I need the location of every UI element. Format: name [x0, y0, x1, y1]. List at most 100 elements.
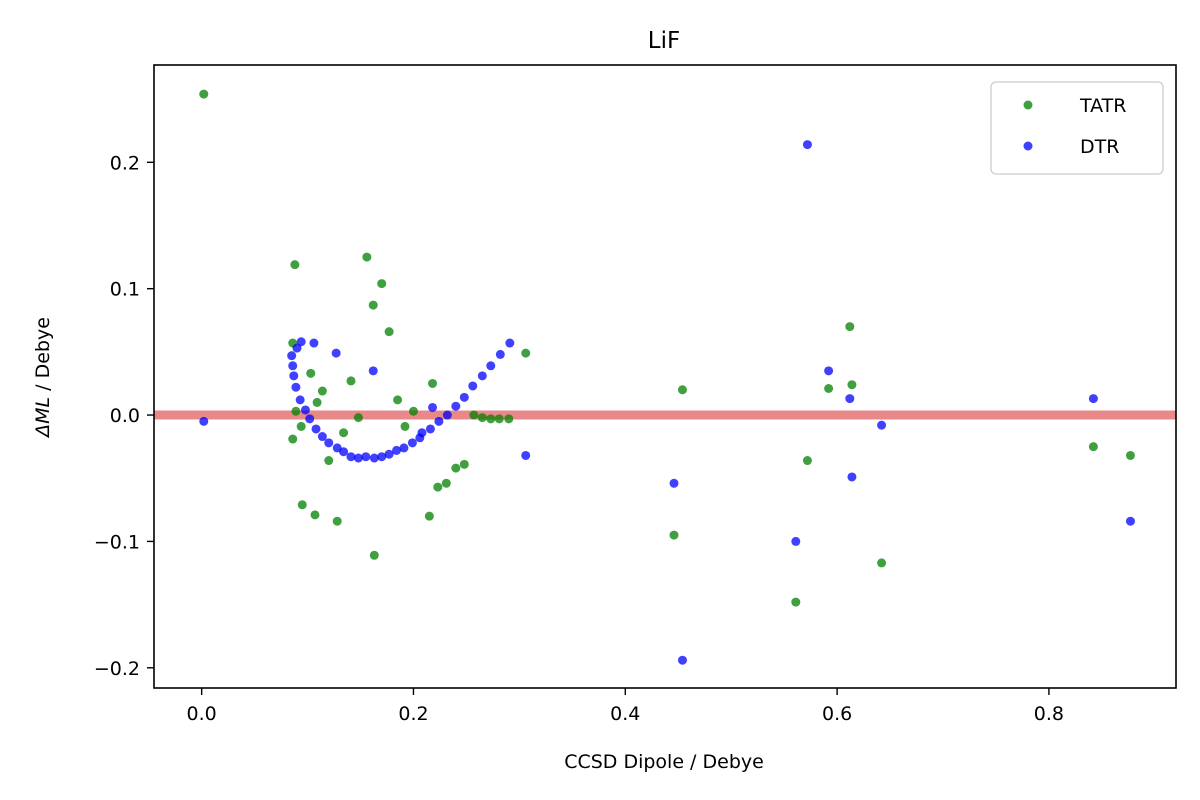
y-tick-label-2: 0.0	[110, 405, 140, 427]
point-dtr-28	[417, 428, 427, 438]
point-tatr-24	[424, 511, 434, 521]
point-tatr-21	[393, 395, 403, 405]
point-dtr-38	[495, 349, 505, 359]
point-dtr-9	[305, 414, 315, 424]
x-tick-label-1: 0.2	[398, 703, 428, 725]
y-tick-label-0: −0.2	[94, 658, 140, 680]
point-tatr-32	[486, 414, 496, 424]
point-dtr-34	[459, 392, 469, 402]
point-tatr-22	[400, 421, 410, 431]
y-tick-label-1: −0.1	[94, 531, 140, 553]
point-dtr-39	[505, 338, 515, 348]
point-dtr-25	[399, 443, 409, 453]
point-tatr-45	[1125, 450, 1135, 460]
point-tatr-23	[408, 406, 418, 416]
point-tatr-6	[297, 500, 307, 510]
point-dtr-18	[353, 453, 363, 463]
point-tatr-33	[494, 414, 504, 424]
point-tatr-3	[290, 260, 300, 270]
point-tatr-10	[317, 386, 327, 396]
point-tatr-42	[847, 380, 857, 390]
point-dtr-6	[295, 395, 305, 405]
point-tatr-7	[306, 368, 316, 378]
point-dtr-40	[521, 450, 531, 460]
point-dtr-21	[369, 453, 379, 463]
point-dtr-26	[407, 438, 417, 448]
y-axis-label-symbol: ΔML	[32, 397, 54, 439]
point-tatr-34	[504, 414, 514, 424]
legend-marker-dtr	[1023, 141, 1033, 151]
point-dtr-50	[1125, 516, 1135, 526]
point-dtr-7	[296, 337, 306, 347]
point-dtr-37	[486, 361, 496, 371]
point-dtr-10	[309, 338, 319, 348]
y-axis-label-unit: / Debye	[32, 317, 54, 397]
point-tatr-26	[433, 482, 443, 492]
point-dtr-13	[324, 438, 334, 448]
point-tatr-11	[324, 456, 334, 466]
point-dtr-24	[392, 445, 402, 455]
point-dtr-36	[477, 371, 487, 381]
x-tick-label-3: 0.6	[822, 703, 852, 725]
point-dtr-8	[300, 405, 310, 415]
point-dtr-47	[847, 472, 857, 482]
point-dtr-41	[669, 478, 679, 488]
point-dtr-32	[442, 410, 452, 420]
point-tatr-9	[312, 397, 322, 407]
point-tatr-15	[353, 413, 363, 423]
point-tatr-31	[477, 413, 487, 423]
point-tatr-14	[346, 376, 356, 386]
chart-title: LiF	[648, 28, 680, 54]
point-tatr-2	[288, 434, 298, 444]
x-axis-label: CCSD Dipole / Debye	[564, 751, 764, 773]
point-tatr-4	[291, 406, 301, 416]
point-tatr-8	[310, 510, 320, 520]
point-dtr-5	[292, 343, 302, 353]
point-tatr-19	[377, 279, 387, 289]
legend-marker-tatr	[1023, 100, 1033, 110]
point-tatr-30	[469, 410, 479, 420]
x-tick-label-2: 0.4	[610, 703, 640, 725]
point-dtr-0	[199, 416, 209, 426]
point-tatr-40	[824, 384, 834, 394]
point-dtr-31	[434, 416, 444, 426]
point-tatr-29	[459, 459, 469, 469]
point-dtr-33	[451, 401, 461, 411]
point-tatr-43	[877, 558, 887, 568]
point-dtr-12	[317, 432, 327, 442]
point-dtr-44	[802, 140, 812, 150]
y-tick-label-3: 0.1	[110, 279, 140, 301]
point-dtr-3	[289, 371, 299, 381]
point-dtr-43	[791, 536, 801, 546]
point-dtr-35	[468, 381, 478, 391]
point-tatr-18	[369, 550, 379, 560]
point-tatr-17	[368, 300, 378, 310]
point-tatr-38	[791, 597, 801, 607]
point-tatr-39	[802, 456, 812, 466]
point-dtr-22	[377, 452, 387, 462]
legend-frame	[990, 81, 1164, 175]
point-dtr-16	[339, 447, 349, 457]
point-dtr-2	[288, 361, 298, 371]
y-axis-label: ΔML / Debye	[32, 317, 54, 439]
point-tatr-44	[1088, 442, 1098, 452]
point-dtr-1	[287, 351, 297, 361]
x-tick-label-0: 0.0	[187, 703, 217, 725]
point-tatr-16	[362, 252, 372, 262]
point-dtr-45	[824, 366, 834, 376]
point-tatr-28	[451, 463, 461, 473]
point-dtr-4	[291, 382, 301, 392]
point-dtr-42	[677, 655, 687, 665]
point-dtr-17	[346, 452, 356, 462]
point-dtr-29	[425, 424, 435, 434]
point-tatr-0	[199, 89, 209, 99]
point-tatr-13	[339, 428, 349, 438]
x-axis: 0.0 0.2 0.4 0.6 0.8	[187, 688, 1064, 725]
point-tatr-36	[669, 530, 679, 540]
point-tatr-41	[845, 322, 855, 332]
point-dtr-46	[845, 394, 855, 404]
legend-label-tatr: TATR	[1079, 95, 1126, 117]
point-dtr-30	[428, 402, 438, 412]
point-dtr-48	[877, 420, 887, 430]
